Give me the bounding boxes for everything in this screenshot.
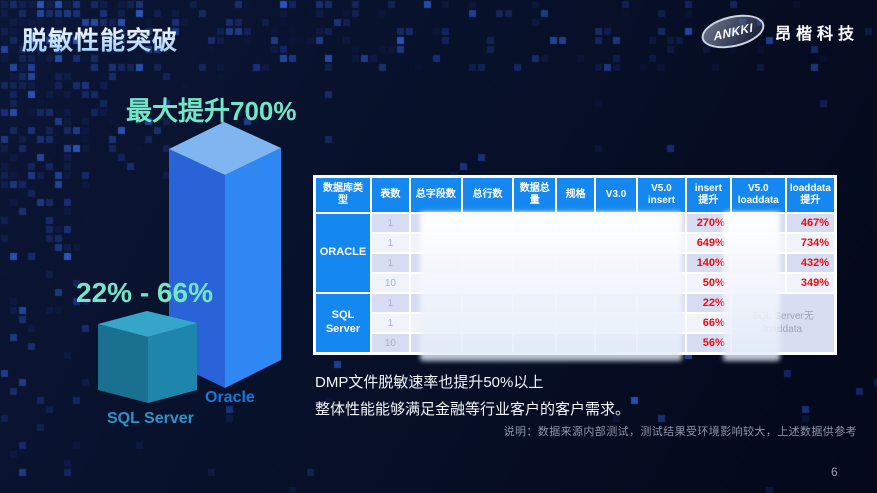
table-cell: 50% xyxy=(686,274,730,292)
table-cell: 140% xyxy=(686,254,730,272)
table-cell: 432% xyxy=(786,254,834,272)
table-cell: 56% xyxy=(686,334,730,352)
table-cell: 1 xyxy=(371,294,409,312)
table-header-cell: 总行数 xyxy=(462,178,513,212)
table-header-cell: V5.0 insert xyxy=(637,178,685,212)
table-cell: 10 xyxy=(371,334,409,352)
table-cell: 66% xyxy=(686,314,730,332)
performance-table-wrap: 数据库类型 表数 总字段数 总行数 数据总量 规格 V3.0 V5.0 insert inser… xyxy=(313,175,837,361)
oracle-bar xyxy=(169,122,281,388)
table-cell: 1 xyxy=(371,314,409,332)
table-header-cell: 规格 xyxy=(557,178,595,212)
table-cell: 467% xyxy=(786,214,834,232)
logo-brand-text: ANKKI xyxy=(712,19,754,44)
table-cell: 349% xyxy=(786,274,834,292)
table-header-cell: 数据库类型 xyxy=(316,178,370,212)
disclaimer-note: 说明：数据来源内部测试，测试结果受环境影响较大，上述数据供参考 xyxy=(503,426,857,438)
table-header-cell: V5.0 loaddata xyxy=(731,178,785,212)
table-cell: 10 xyxy=(371,274,409,292)
table-header-cell: 总字段数 xyxy=(410,178,461,212)
table-cell: 649% xyxy=(686,234,730,252)
table-header-cell: insert提升 xyxy=(686,178,730,212)
table-header-cell: 数据总量 xyxy=(514,178,556,212)
table-header-cell: loaddata提升 xyxy=(786,178,834,212)
logo-company-name: 昂楷科技 xyxy=(774,25,859,43)
table-cell: 1 xyxy=(371,254,409,272)
company-logo: ANKKI 昂楷科技 xyxy=(698,9,859,54)
sqlserver-bar-label: SQL Server xyxy=(107,410,194,427)
table-header-cell: V3.0 xyxy=(596,178,636,212)
summary-line-2: 整体性能能够满足金融等行业客户的客户需求。 xyxy=(315,401,631,418)
summary-line-1: DMP文件脱敏速率也提升50%以上 xyxy=(315,374,544,391)
table-cell: 270% xyxy=(686,214,730,232)
max-gain-label: 最大提升700% xyxy=(126,96,297,126)
oracle-bar-label: Oracle xyxy=(205,389,255,406)
blurred-data-overlay-left xyxy=(420,212,682,361)
page-title: 脱敏性能突破 xyxy=(22,21,178,57)
table-cell: 1 xyxy=(371,214,409,232)
sqlserver-bar xyxy=(98,311,197,403)
page-number: 6 xyxy=(831,465,838,479)
range-gain-label: 22% - 66% xyxy=(76,277,213,308)
database-type-cell: SQL Server xyxy=(316,294,370,352)
table-cell: 22% xyxy=(686,294,730,312)
table-cell: 734% xyxy=(786,234,834,252)
table-cell: 1 xyxy=(371,234,409,252)
database-type-cell: ORACLE xyxy=(316,214,370,292)
blurred-data-overlay-right xyxy=(723,212,780,361)
table-header-cell: 表数 xyxy=(371,178,409,212)
